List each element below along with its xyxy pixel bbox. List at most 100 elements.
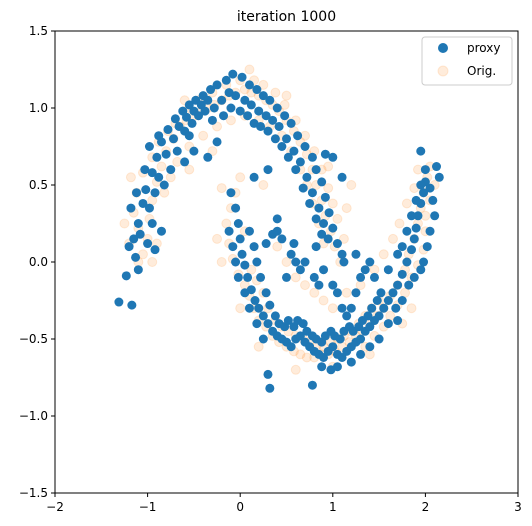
proxy-point (226, 188, 236, 198)
proxy-point (138, 198, 148, 208)
proxy-point (351, 288, 361, 298)
proxy-point (356, 334, 366, 344)
orig-point (156, 161, 167, 172)
proxy-point (258, 91, 268, 101)
proxy-point (409, 234, 419, 244)
orig-point (198, 130, 209, 141)
proxy-point (274, 121, 284, 131)
proxy-point (314, 280, 324, 290)
orig-point (385, 310, 396, 321)
orig-point (318, 295, 329, 306)
orig-point (332, 213, 343, 224)
orig-point (281, 257, 292, 267)
proxy-point (337, 352, 347, 362)
proxy-point (411, 223, 421, 233)
proxy-point (319, 352, 329, 362)
chart-title: iteration 1000 (237, 9, 336, 25)
y-axis: −1.5 −1.0 −0.5 0.0 0.5 1.0 1.5 (19, 24, 55, 500)
proxy-point (425, 226, 435, 236)
orig-point (401, 198, 412, 209)
orig-point (300, 280, 311, 291)
proxy-point (265, 95, 275, 105)
proxy-point (212, 80, 222, 90)
proxy-point (356, 349, 366, 359)
proxy-point (265, 300, 275, 310)
proxy-point (221, 75, 231, 85)
proxy-point (332, 288, 342, 298)
proxy-point (428, 195, 438, 205)
proxy-point (413, 211, 423, 221)
proxy-point (252, 319, 262, 329)
orig-point (147, 257, 158, 267)
orig-point (221, 218, 232, 229)
proxy-point (133, 265, 143, 275)
orig-point (290, 364, 301, 375)
proxy-point (180, 157, 190, 167)
proxy-point (272, 214, 282, 224)
proxy-point (263, 165, 273, 175)
proxy-point (144, 203, 154, 213)
proxy-point (184, 100, 194, 110)
proxy-point (430, 211, 440, 221)
proxy-point (240, 95, 250, 105)
proxy-point (282, 134, 291, 144)
proxy-point (434, 172, 444, 182)
orig-point (272, 241, 283, 252)
proxy-point (320, 149, 330, 159)
proxy-point (291, 165, 301, 175)
proxy-point (243, 111, 253, 121)
orig-point (338, 233, 349, 244)
proxy-point (265, 383, 275, 393)
proxy-point (328, 223, 338, 233)
proxy-point (243, 272, 253, 282)
proxy-point (258, 311, 268, 321)
orig-point (258, 79, 269, 90)
proxy-point (228, 69, 238, 79)
orig-point (346, 180, 357, 190)
proxy-point (416, 265, 426, 275)
y-tick-label: −0.5 (19, 332, 48, 346)
proxy-point (317, 229, 327, 239)
proxy-point (397, 296, 407, 305)
y-tick-label: 1.0 (29, 101, 48, 115)
proxy-point (261, 111, 271, 121)
orig-point (327, 198, 338, 209)
proxy-point (420, 165, 430, 175)
proxy-point (237, 249, 247, 259)
proxy-point (295, 265, 305, 275)
orig-point (400, 287, 411, 298)
proxy-point (131, 252, 141, 262)
proxy-point (356, 272, 366, 282)
proxy-point (170, 114, 180, 124)
proxy-point (416, 180, 426, 190)
proxy-point (147, 168, 157, 178)
y-tick-label: −1.5 (19, 486, 48, 500)
proxy-point (194, 111, 204, 121)
proxy-point (133, 219, 143, 228)
proxy-point (339, 257, 349, 267)
orig-point (235, 172, 246, 183)
y-tick-label: 0.0 (29, 255, 48, 269)
orig-point (378, 249, 389, 260)
proxy-point (309, 272, 319, 282)
proxy-point (224, 226, 234, 236)
x-tick-label: 0 (236, 500, 244, 514)
proxy-point (144, 142, 154, 151)
proxy-point (419, 257, 429, 267)
x-tick-label: −1 (139, 500, 157, 514)
proxy-point (411, 195, 421, 205)
proxy-point (263, 126, 273, 136)
proxy-point (289, 146, 299, 156)
orig-point (246, 264, 257, 275)
proxy-point (286, 118, 296, 128)
y-tick-label: 0.5 (29, 178, 48, 192)
proxy-point (159, 180, 169, 190)
proxy-point (365, 257, 375, 267)
proxy-point (282, 272, 291, 282)
proxy-point (289, 239, 299, 249)
proxy-point (332, 362, 342, 372)
proxy-point (311, 242, 321, 252)
proxy-point (244, 226, 254, 236)
